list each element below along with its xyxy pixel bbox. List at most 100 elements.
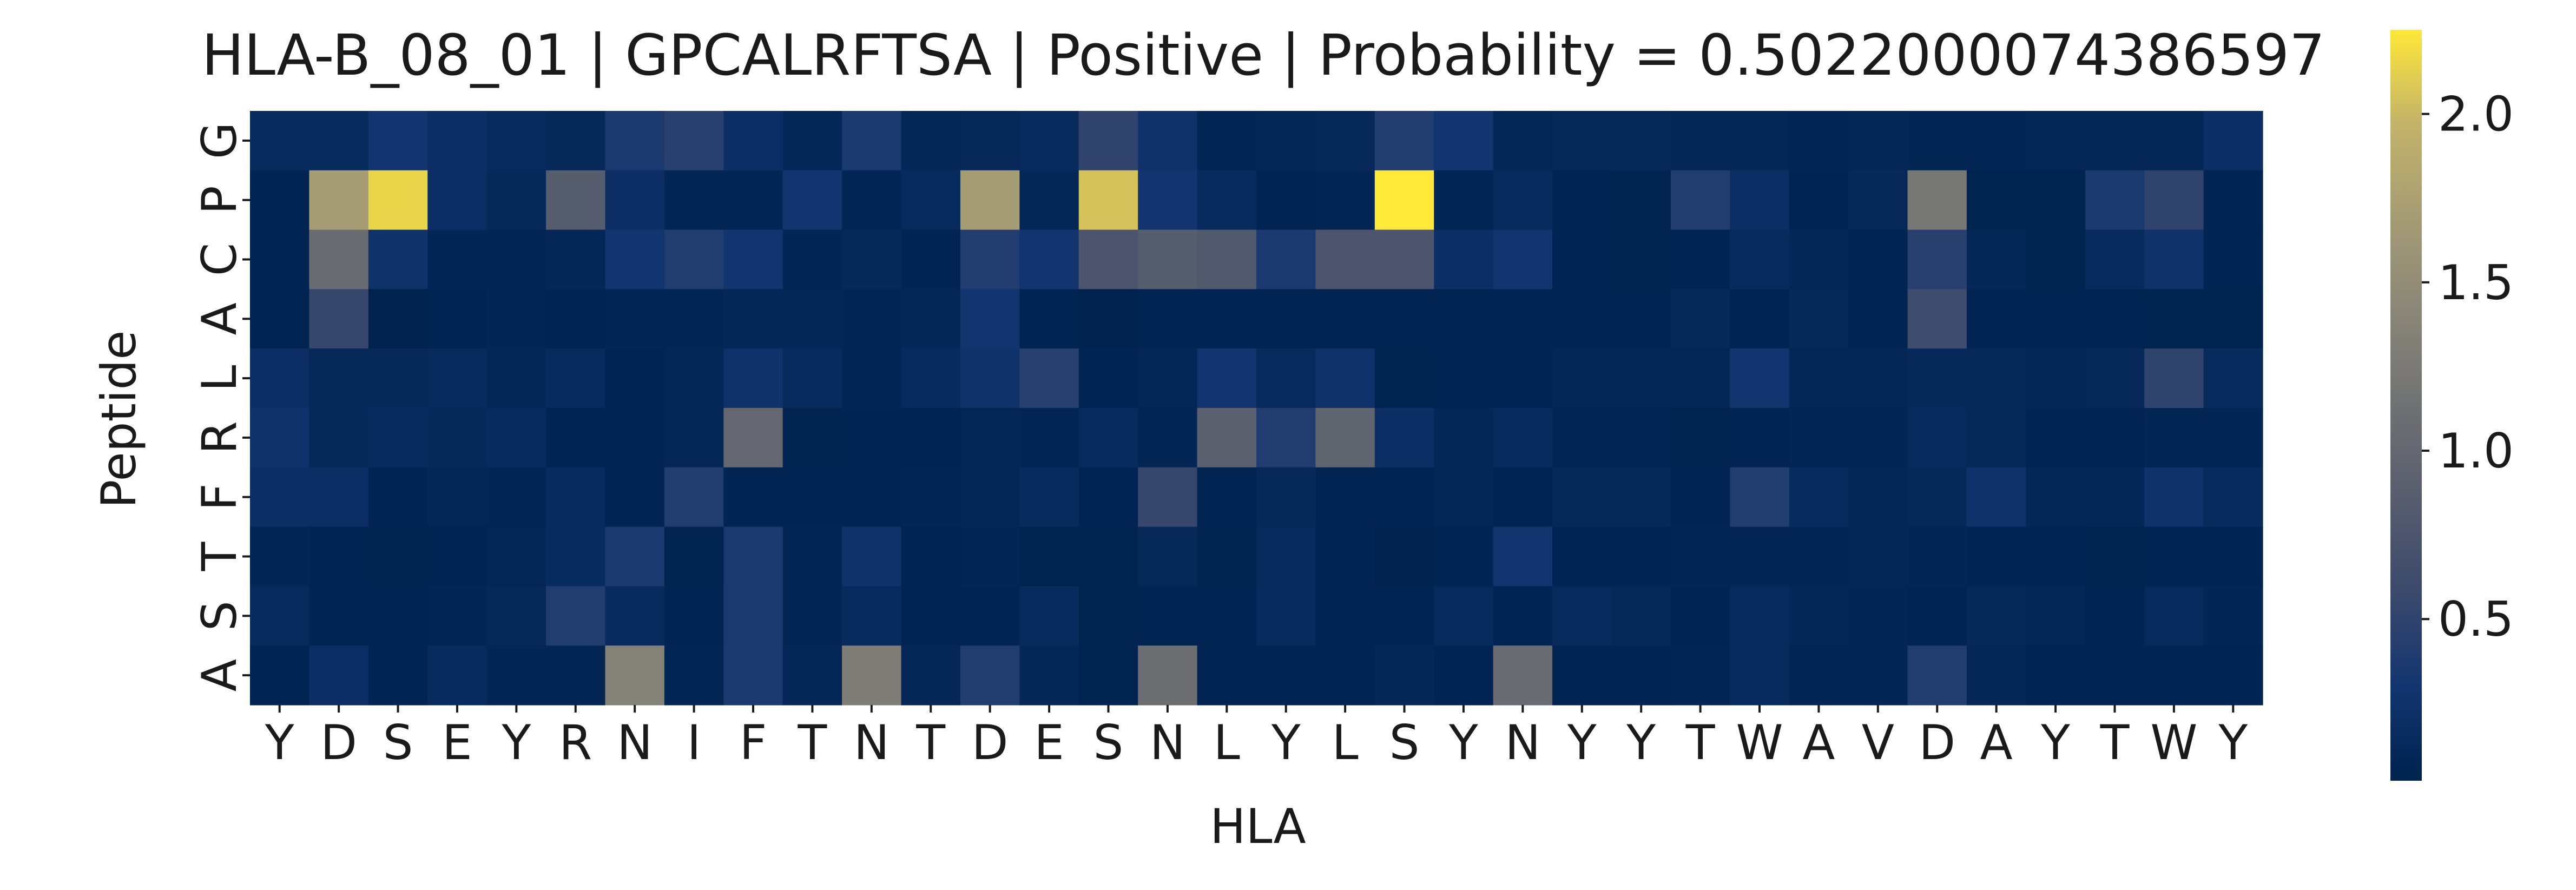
- heatmap-cell: [1552, 111, 1612, 171]
- heatmap-cell: [901, 586, 961, 646]
- heatmap-cell: [723, 586, 783, 646]
- heatmap-cell: [1078, 289, 1138, 349]
- heatmap-cell: [842, 111, 902, 171]
- heatmap-cell: [2144, 645, 2204, 706]
- heatmap-cell: [1552, 526, 1612, 586]
- heatmap-cell: [2026, 229, 2086, 289]
- heatmap-cell: [664, 467, 724, 528]
- heatmap-cell: [1493, 526, 1553, 586]
- heatmap-cell: [309, 586, 369, 646]
- x-tick-label: N: [854, 715, 890, 770]
- heatmap-cell: [486, 467, 546, 528]
- heatmap-cell: [486, 645, 546, 706]
- heatmap-cell: [1848, 229, 1908, 289]
- heatmap-cell: [782, 229, 842, 289]
- heatmap-cell: [1019, 348, 1079, 408]
- heatmap-cell: [1670, 467, 1730, 528]
- heatmap-cell: [842, 586, 902, 646]
- heatmap-cell: [1256, 586, 1316, 646]
- heatmap-cell: [1315, 229, 1375, 289]
- heatmap-cell: [1966, 586, 2026, 646]
- heatmap-cell: [1611, 170, 1671, 230]
- heatmap-cell: [1552, 645, 1612, 706]
- heatmap-cell: [782, 645, 842, 706]
- heatmap-cell: [1138, 111, 1198, 171]
- heatmap-cell: [1434, 111, 1494, 171]
- heatmap-cell: [1019, 170, 1079, 230]
- heatmap-cell: [1789, 586, 1849, 646]
- heatmap-cell: [1019, 289, 1079, 349]
- heatmap-cell: [2144, 408, 2204, 468]
- heatmap-cell: [1078, 348, 1138, 408]
- heatmap-cell: [486, 526, 546, 586]
- heatmap-cell: [1907, 348, 1967, 408]
- x-tick-label: Y: [1271, 715, 1301, 770]
- heatmap-cell: [1374, 408, 1434, 468]
- colorbar: [2390, 30, 2422, 781]
- x-tick-label: A: [1980, 715, 2013, 770]
- x-tick-label: I: [687, 715, 701, 770]
- colorbar-tick-label: 1.0: [2438, 423, 2514, 479]
- heatmap-cell: [546, 348, 606, 408]
- heatmap-cell: [1730, 586, 1790, 646]
- heatmap-cell: [664, 348, 724, 408]
- heatmap-cell: [723, 645, 783, 706]
- heatmap-cell: [782, 586, 842, 646]
- heatmap-cell: [1374, 229, 1434, 289]
- heatmap-cell: [427, 348, 487, 408]
- x-tick-label: W: [1736, 715, 1783, 770]
- heatmap-cell: [1078, 170, 1138, 230]
- x-tick-label: Y: [2218, 715, 2248, 770]
- heatmap-cell: [309, 408, 369, 468]
- heatmap-cell: [2085, 229, 2145, 289]
- heatmap-cell: [1611, 645, 1671, 706]
- heatmap-cell: [723, 408, 783, 468]
- heatmap-cell: [1730, 526, 1790, 586]
- heatmap-cell: [1374, 170, 1434, 230]
- heatmap-cell: [842, 526, 902, 586]
- heatmap-cell: [2085, 467, 2145, 528]
- heatmap-cell: [1256, 348, 1316, 408]
- heatmap-cell: [1493, 229, 1553, 289]
- heatmap-cell: [427, 170, 487, 230]
- x-tick-label: Y: [265, 715, 294, 770]
- y-axis-ticks: GPCALRFTSA: [192, 122, 250, 691]
- heatmap-cell: [2203, 170, 2263, 230]
- heatmap-cell: [1670, 229, 1730, 289]
- heatmap-cell: [1848, 408, 1908, 468]
- heatmap-cell: [2144, 111, 2204, 171]
- heatmap-cell: [1138, 645, 1198, 706]
- heatmap-cell: [664, 229, 724, 289]
- heatmap-cell: [2026, 289, 2086, 349]
- heatmap-cell: [1848, 526, 1908, 586]
- heatmap-cell: [1730, 408, 1790, 468]
- heatmap-cell: [1907, 229, 1967, 289]
- heatmap-cell: [309, 348, 369, 408]
- heatmap-cell: [1434, 645, 1494, 706]
- heatmap-cell: [309, 111, 369, 171]
- colorbar-tick-label: 2.0: [2438, 87, 2514, 142]
- heatmap-cell: [1078, 229, 1138, 289]
- heatmap-cell: [1434, 526, 1494, 586]
- heatmap-cell: [250, 289, 310, 349]
- heatmap-cell: [1197, 467, 1257, 528]
- heatmap-cell: [1670, 289, 1730, 349]
- heatmap-cell: [1019, 467, 1079, 528]
- heatmap-cell: [664, 526, 724, 586]
- heatmap-cell: [1730, 289, 1790, 349]
- heatmap-cell: [723, 170, 783, 230]
- heatmap-cell: [309, 467, 369, 528]
- heatmap-cell: [2026, 408, 2086, 468]
- heatmap-cell: [427, 111, 487, 171]
- heatmap-cell: [2085, 170, 2145, 230]
- heatmap-cell: [723, 467, 783, 528]
- heatmap-cell: [1966, 111, 2026, 171]
- heatmap-cell: [2026, 586, 2086, 646]
- y-tick-label: S: [192, 601, 247, 631]
- heatmap-cell: [1552, 170, 1612, 230]
- heatmap-cell: [1315, 408, 1375, 468]
- heatmap-cell: [2144, 526, 2204, 586]
- heatmap-cell: [605, 170, 665, 230]
- heatmap-cell: [605, 586, 665, 646]
- heatmap-cell: [250, 111, 310, 171]
